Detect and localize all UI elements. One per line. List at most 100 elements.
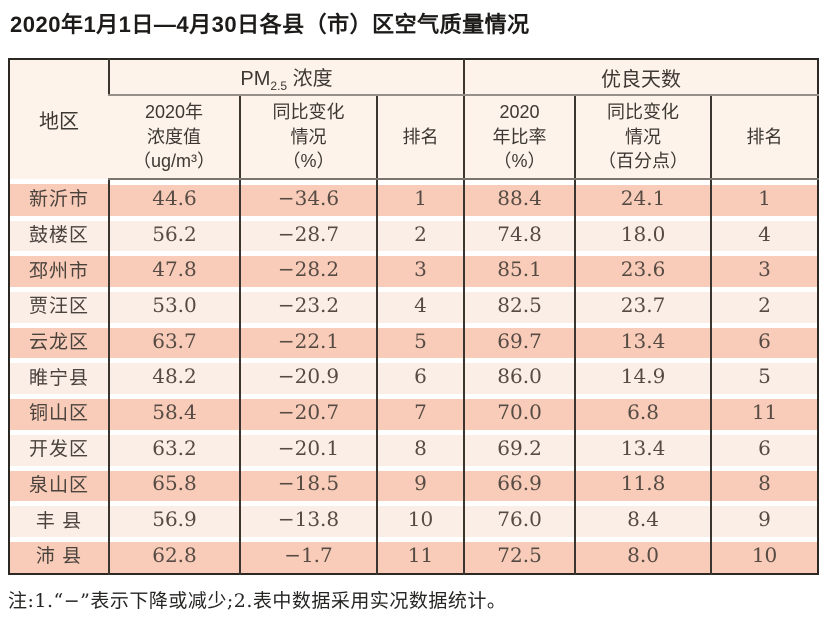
table-row: 新沂市 44.6 −34.6 1 88.4 24.1 1 — [9, 179, 819, 216]
footnote: 注:1.“−”表示下降或减少;2.表中数据采用实况数据统计。 — [8, 590, 507, 612]
ratio-rank-column-header: 排名 — [710, 95, 819, 180]
pm-change-cell: −1.7 — [239, 536, 377, 574]
ratio-rank-cell: 9 — [710, 501, 819, 537]
pm-change-cell: −28.2 — [239, 251, 377, 288]
pm-value-cell: 53.0 — [108, 287, 240, 323]
pm-value-cell: 62.8 — [108, 536, 240, 574]
table-row: 开发区 63.2 −20.1 8 69.2 13.4 6 — [9, 429, 819, 466]
ratio-rank-cell: 2 — [710, 287, 819, 323]
region-cell: 云龙区 — [9, 322, 109, 359]
region-cell: 丰 县 — [9, 501, 109, 537]
ratio-rank-cell: 3 — [710, 251, 819, 288]
pm-rank-cell: 1 — [375, 179, 465, 216]
ratio-rank-cell: 1 — [710, 179, 819, 216]
good-days-group-header: 优良天数 — [463, 59, 819, 96]
pm-value-cell: 48.2 — [108, 358, 240, 395]
pm-value-cell: 47.8 — [108, 251, 240, 288]
header-line: 浓度值 — [147, 126, 201, 147]
pm25-group-header: PM2.5 浓度 — [107, 59, 465, 96]
table-row: 沛 县 62.8 −1.7 11 72.5 8.0 10 — [9, 536, 819, 574]
header-line: （%） — [282, 151, 335, 172]
pm-value-cell: 56.2 — [108, 215, 240, 252]
pm-change-cell: −28.7 — [239, 215, 377, 252]
header-line: （%） — [493, 151, 546, 172]
ratio-column-header: 2020 年比率 （%） — [463, 95, 576, 180]
ratio-cell: 69.2 — [463, 429, 576, 466]
table-row: 鼓楼区 56.2 −28.7 2 74.8 18.0 4 — [9, 215, 819, 252]
pm-rank-cell: 2 — [375, 215, 465, 252]
ratio-change-column-header: 同比变化 情况 （百分点） — [574, 95, 712, 180]
header-sub-row: 2020年 浓度值 （ug/m³） 同比变化 情况 （%） 排名 2020 年比… — [9, 95, 819, 180]
header-line: 排名 — [746, 126, 783, 147]
ratio-cell: 86.0 — [463, 358, 576, 395]
region-cell: 贾汪区 — [9, 287, 109, 323]
ratio-change-cell: 8.0 — [574, 536, 712, 574]
pm-change-column-header: 同比变化 情况 （%） — [239, 95, 377, 180]
pm-value-cell: 56.9 — [108, 501, 240, 537]
region-cell: 新沂市 — [9, 179, 109, 216]
pm-change-cell: −20.7 — [239, 394, 377, 430]
table-row: 睢宁县 48.2 −20.9 6 86.0 14.9 5 — [9, 358, 819, 395]
region-cell: 鼓楼区 — [9, 215, 109, 252]
pm-change-cell: −20.1 — [239, 429, 377, 466]
ratio-cell: 88.4 — [463, 179, 576, 216]
pm-value-cell: 58.4 — [108, 394, 240, 430]
pm-change-cell: −13.8 — [239, 501, 377, 537]
ratio-change-cell: 23.7 — [574, 287, 712, 323]
ratio-cell: 72.5 — [463, 536, 576, 574]
ratio-change-cell: 18.0 — [574, 215, 712, 252]
pm-rank-cell: 3 — [375, 251, 465, 288]
table-row: 云龙区 63.7 −22.1 5 69.7 13.4 6 — [9, 322, 819, 359]
air-quality-table: 地区 PM2.5 浓度 优良天数 2020年 浓度值 （ug/m³） 同比变化 … — [8, 58, 820, 575]
region-cell: 邳州市 — [9, 251, 109, 288]
pm-suffix: 浓度 — [287, 67, 333, 90]
table-row: 贾汪区 53.0 −23.2 4 82.5 23.7 2 — [9, 287, 819, 323]
pm-rank-column-header: 排名 — [375, 95, 465, 180]
pm-rank-cell: 9 — [375, 465, 465, 502]
pm-value-cell: 63.2 — [108, 429, 240, 466]
ratio-change-cell: 11.8 — [574, 465, 712, 502]
table-row: 邳州市 47.8 −28.2 3 85.1 23.6 3 — [9, 251, 819, 288]
pm-value-cell: 65.8 — [108, 465, 240, 502]
ratio-change-cell: 8.4 — [574, 501, 712, 537]
header-group-row: 地区 PM2.5 浓度 优良天数 — [9, 59, 819, 179]
table-row: 铜山区 58.4 −20.7 7 70.0 6.8 11 — [9, 394, 819, 430]
region-cell: 铜山区 — [9, 394, 109, 430]
pm-change-cell: −22.1 — [239, 322, 377, 359]
pm-label: PM — [240, 67, 271, 90]
header-line: （百分点） — [598, 151, 689, 172]
pm-change-cell: −23.2 — [239, 287, 377, 323]
ratio-rank-cell: 6 — [710, 429, 819, 466]
pm-rank-cell: 6 — [375, 358, 465, 395]
header-line: 2020 — [499, 101, 540, 122]
pm-rank-cell: 8 — [375, 429, 465, 466]
region-cell: 沛 县 — [9, 536, 109, 574]
pm-rank-cell: 11 — [375, 536, 465, 574]
ratio-cell: 85.1 — [463, 251, 576, 288]
ratio-cell: 66.9 — [463, 465, 576, 502]
pm-value-column-header: 2020年 浓度值 （ug/m³） — [109, 95, 240, 180]
ratio-cell: 82.5 — [463, 287, 576, 323]
ratio-change-cell: 23.6 — [574, 251, 712, 288]
header-line: 排名 — [402, 126, 439, 147]
ratio-cell: 74.8 — [463, 215, 576, 252]
ratio-change-cell: 24.1 — [574, 179, 712, 216]
ratio-change-cell: 6.8 — [574, 394, 712, 430]
pm-change-cell: −18.5 — [239, 465, 377, 502]
ratio-change-cell: 14.9 — [574, 358, 712, 395]
table-row: 泉山区 65.8 −18.5 9 66.9 11.8 8 — [9, 465, 819, 502]
pm-change-cell: −34.6 — [239, 179, 377, 216]
ratio-cell: 70.0 — [463, 394, 576, 430]
header-line: 同比变化 — [607, 101, 680, 122]
ratio-rank-cell: 4 — [710, 215, 819, 252]
header-line: （ug/m³） — [132, 151, 215, 172]
pm-change-cell: −20.9 — [239, 358, 377, 395]
header-line: 情况 — [625, 126, 662, 147]
ratio-rank-cell: 5 — [710, 358, 819, 395]
pm-rank-cell: 10 — [375, 501, 465, 537]
pm-value-cell: 63.7 — [108, 322, 240, 359]
pm-rank-cell: 5 — [375, 322, 465, 359]
pm-rank-cell: 7 — [375, 394, 465, 430]
region-cell: 睢宁县 — [9, 358, 109, 395]
